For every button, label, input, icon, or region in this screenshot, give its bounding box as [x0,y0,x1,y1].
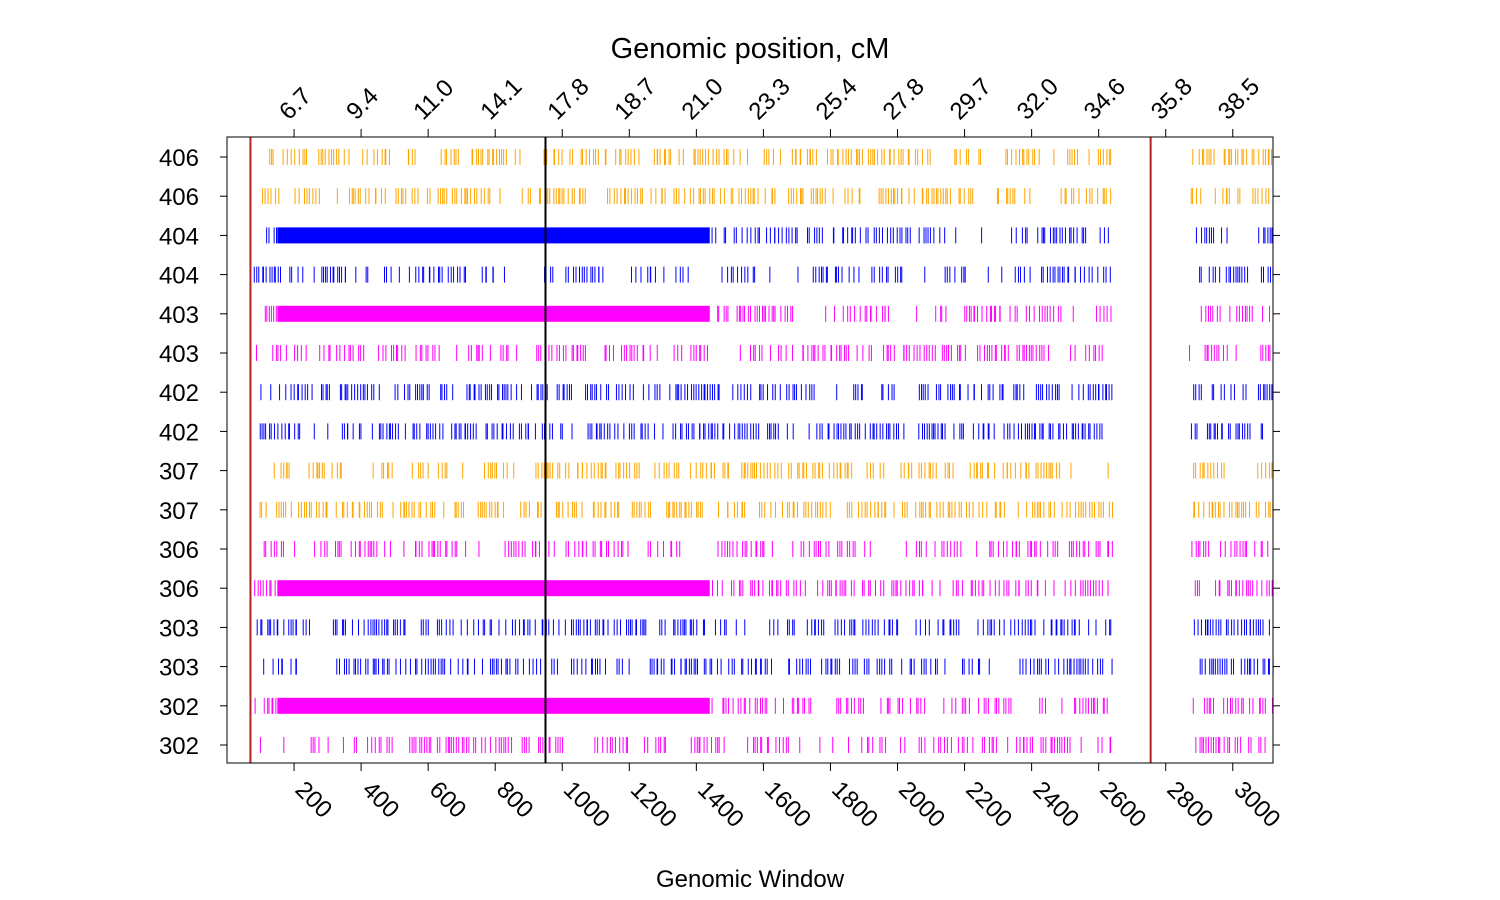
y-tick-label: 306 [159,576,199,603]
x-tick-label: 2200 [960,776,1017,833]
solid-block [277,227,710,244]
rows-layer [253,149,1274,753]
solid-block [277,580,710,597]
x-tick-label: 800 [491,776,538,823]
x-tick-label: 2800 [1161,776,1218,833]
strip-row [259,423,1264,440]
solid-block [277,697,710,714]
strip-row [262,188,1270,205]
x-axis-label: Genomic Window [656,866,845,893]
x-tick-label: 1000 [558,776,615,833]
axes-layer: 406 406 404 404 403 403 402 402 307 307 306 306 303 3… [159,73,1285,833]
strip-row [264,305,1271,322]
strip-row [254,697,1274,714]
top-tick-label: 25.4 [811,73,863,125]
top-tick-label: 6.7 [274,83,317,126]
strip-row [254,580,1273,597]
y-tick-label: 302 [159,694,199,721]
y-tick-label: 307 [159,459,199,486]
top-tick-label: 35.8 [1146,73,1198,125]
strip-row [273,462,1273,479]
strip-row [256,619,1270,636]
x-tick-label: 400 [357,776,404,823]
y-tick-label: 404 [159,263,199,290]
plot-frame [226,136,1274,764]
x-tick-label: 1800 [826,776,883,833]
top-tick-label: 17.8 [542,73,594,125]
top-tick-label: 38.5 [1213,73,1265,125]
y-tick-label: 402 [159,380,199,407]
y-tick-label: 402 [159,419,199,446]
y-tick-label: 303 [159,655,199,682]
strip-row [263,658,1274,675]
x-tick-label: 3000 [1229,776,1286,833]
y-tick-label: 403 [159,341,199,368]
strip-row [269,149,1273,165]
y-tick-label: 303 [159,615,199,642]
top-tick-label: 23.3 [744,73,796,125]
strip-row [253,266,1274,283]
x-tick-label: 2600 [1094,776,1151,833]
x-tick-label: 1600 [759,776,816,833]
strip-row [263,541,1269,557]
x-tick-label: 600 [424,776,471,823]
top-tick-label: 34.6 [1079,73,1131,125]
y-tick-label: 307 [159,498,199,525]
top-tick-label: 21.0 [677,73,729,125]
x-tick-label: 1400 [692,776,749,833]
y-tick-label: 306 [159,537,199,564]
top-tick-label: 9.4 [341,83,384,126]
top-tick-label: 11.0 [408,74,459,125]
y-tick-label: 406 [159,184,199,211]
y-tick-label: 406 [159,145,199,172]
solid-block [277,305,710,322]
x-tick-label: 2400 [1027,776,1084,833]
strip-row [255,345,1271,361]
x-tick-label: 200 [290,776,337,823]
x-tick-label: 1200 [625,776,682,833]
strip-row [259,501,1274,518]
x-tick-label: 2000 [893,776,950,833]
top-tick-label: 27.8 [878,73,930,125]
top-tick-label: 29.7 [945,73,997,125]
y-tick-label: 403 [159,302,199,329]
strip-row [260,384,1273,401]
strip-row [259,737,1266,753]
top-tick-label: 14.1 [475,73,527,125]
vertical-lines-layer [249,137,1152,763]
y-tick-label: 404 [159,223,199,250]
top-tick-label: 18.7 [609,73,661,125]
strip-row [266,227,1273,244]
y-tick-label: 302 [159,733,199,760]
chart-title: Genomic position, cM [611,33,890,65]
top-tick-label: 32.0 [1012,73,1064,125]
